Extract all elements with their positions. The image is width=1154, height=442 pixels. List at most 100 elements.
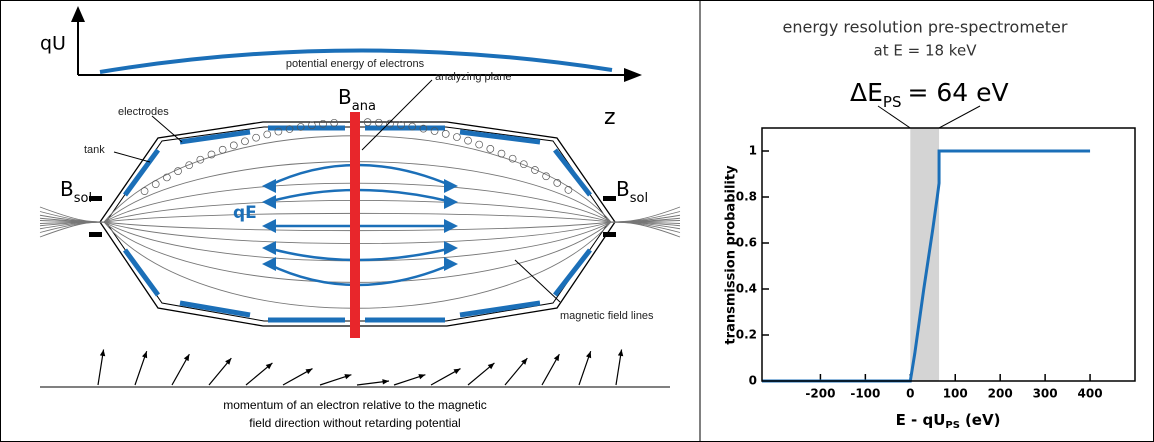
arrowhead bbox=[225, 358, 232, 365]
y-tick-label: 0.2 bbox=[736, 328, 757, 342]
arrowhead bbox=[444, 241, 458, 255]
arrowhead bbox=[444, 219, 458, 233]
arrowhead bbox=[444, 257, 458, 271]
annotation: ΔEPS = 64 eV bbox=[850, 78, 1009, 111]
arrowhead bbox=[262, 179, 276, 193]
track-loop bbox=[185, 161, 194, 170]
annotation-pointer bbox=[938, 105, 981, 129]
label: electrodes bbox=[118, 106, 169, 118]
arrowhead bbox=[382, 379, 389, 385]
annotation-pointer bbox=[877, 105, 911, 129]
x-axis-label: E - qUPS (eV) bbox=[896, 411, 1001, 432]
solenoids bbox=[89, 196, 616, 237]
potential-curve bbox=[99, 48, 613, 74]
arrowhead bbox=[305, 368, 313, 375]
chart-subtitle: at E = 18 keV bbox=[874, 42, 978, 60]
track-loop bbox=[531, 166, 539, 174]
track-loop bbox=[486, 145, 495, 153]
label: sol bbox=[74, 191, 92, 206]
track-loop bbox=[519, 160, 528, 169]
label: sol bbox=[630, 191, 648, 206]
label: Bana bbox=[338, 85, 376, 114]
track-loop bbox=[140, 187, 149, 195]
x-tick-label: 200 bbox=[988, 387, 1013, 401]
arrowhead bbox=[142, 351, 148, 359]
label: B bbox=[616, 177, 630, 201]
axis-label: qU bbox=[40, 33, 66, 55]
x-tick-label: 0 bbox=[906, 387, 914, 401]
electrodes bbox=[122, 125, 592, 323]
track-loop bbox=[497, 149, 506, 158]
track-loop bbox=[374, 118, 383, 127]
track-loop bbox=[274, 127, 283, 136]
y-axis-label: transmission probability bbox=[724, 165, 739, 345]
spectrometer-diagram: qU z potential energy of electrons Bana … bbox=[39, 6, 681, 430]
x-axis-label: PS bbox=[945, 420, 960, 431]
track-loop bbox=[229, 141, 238, 150]
label: magnetic field lines bbox=[560, 310, 654, 322]
shaded-region bbox=[910, 128, 940, 381]
arrowhead bbox=[262, 195, 276, 209]
label: qE bbox=[233, 203, 257, 223]
analyzing-plane bbox=[350, 112, 360, 338]
label: B bbox=[338, 85, 352, 109]
track-loop bbox=[285, 125, 294, 133]
electron-track bbox=[140, 118, 573, 195]
x-tick-label: 100 bbox=[943, 387, 968, 401]
track-loop bbox=[330, 118, 339, 127]
track-loop bbox=[542, 172, 550, 181]
y-tick-label: 1 bbox=[749, 144, 757, 158]
track-loop bbox=[218, 145, 227, 154]
x-tick-label: -200 bbox=[805, 387, 835, 401]
arrowhead bbox=[265, 362, 273, 370]
track-loop bbox=[508, 154, 517, 163]
track-loop bbox=[207, 150, 216, 159]
pointer bbox=[113, 151, 151, 163]
track-loop bbox=[397, 121, 405, 129]
track-loop bbox=[453, 133, 461, 141]
label: analyzing plane bbox=[435, 71, 511, 83]
x-tick-label: 300 bbox=[1033, 387, 1058, 401]
track-loop bbox=[308, 121, 316, 130]
label: B bbox=[60, 177, 74, 201]
track-loop bbox=[319, 119, 327, 128]
track-loop bbox=[252, 133, 260, 142]
track-loop bbox=[151, 180, 160, 188]
arrowhead bbox=[262, 219, 276, 233]
arrowhead bbox=[487, 362, 495, 370]
axis-label: z bbox=[604, 105, 616, 130]
label: tank bbox=[84, 144, 105, 156]
arrowhead bbox=[624, 68, 642, 82]
track-loop bbox=[564, 185, 573, 194]
label: potential energy of electrons bbox=[286, 58, 425, 70]
arrowhead bbox=[71, 6, 85, 22]
momentum-arrows bbox=[97, 349, 624, 386]
y-tick-label: 0 bbox=[749, 374, 757, 388]
arrowhead bbox=[183, 354, 190, 362]
track-loop bbox=[386, 119, 394, 128]
track-loop bbox=[464, 136, 472, 145]
track-loop bbox=[408, 122, 417, 131]
annotation: ΔE bbox=[850, 78, 883, 107]
chart-title: energy resolution pre-spectrometer bbox=[783, 18, 1068, 37]
label: ana bbox=[352, 99, 376, 114]
arrowhead bbox=[553, 354, 560, 362]
caption: field direction without retarding potent… bbox=[249, 416, 460, 430]
x-axis-label: E - qU bbox=[896, 411, 946, 429]
track-loop bbox=[553, 179, 562, 187]
y-tick-label: 0.4 bbox=[736, 282, 757, 296]
x-tick-label: -100 bbox=[850, 387, 880, 401]
pointer bbox=[514, 259, 561, 303]
track-loop bbox=[296, 123, 305, 131]
label: Bsol bbox=[60, 177, 92, 206]
plot-frame bbox=[761, 127, 1136, 382]
arrowhead bbox=[586, 351, 592, 359]
pointer bbox=[361, 79, 433, 151]
track-loop bbox=[419, 124, 428, 133]
annotation: = 64 eV bbox=[907, 78, 1008, 107]
track-loop bbox=[363, 118, 372, 127]
arrowhead bbox=[262, 241, 276, 255]
arrowhead bbox=[453, 368, 461, 375]
arrowhead bbox=[262, 257, 276, 271]
